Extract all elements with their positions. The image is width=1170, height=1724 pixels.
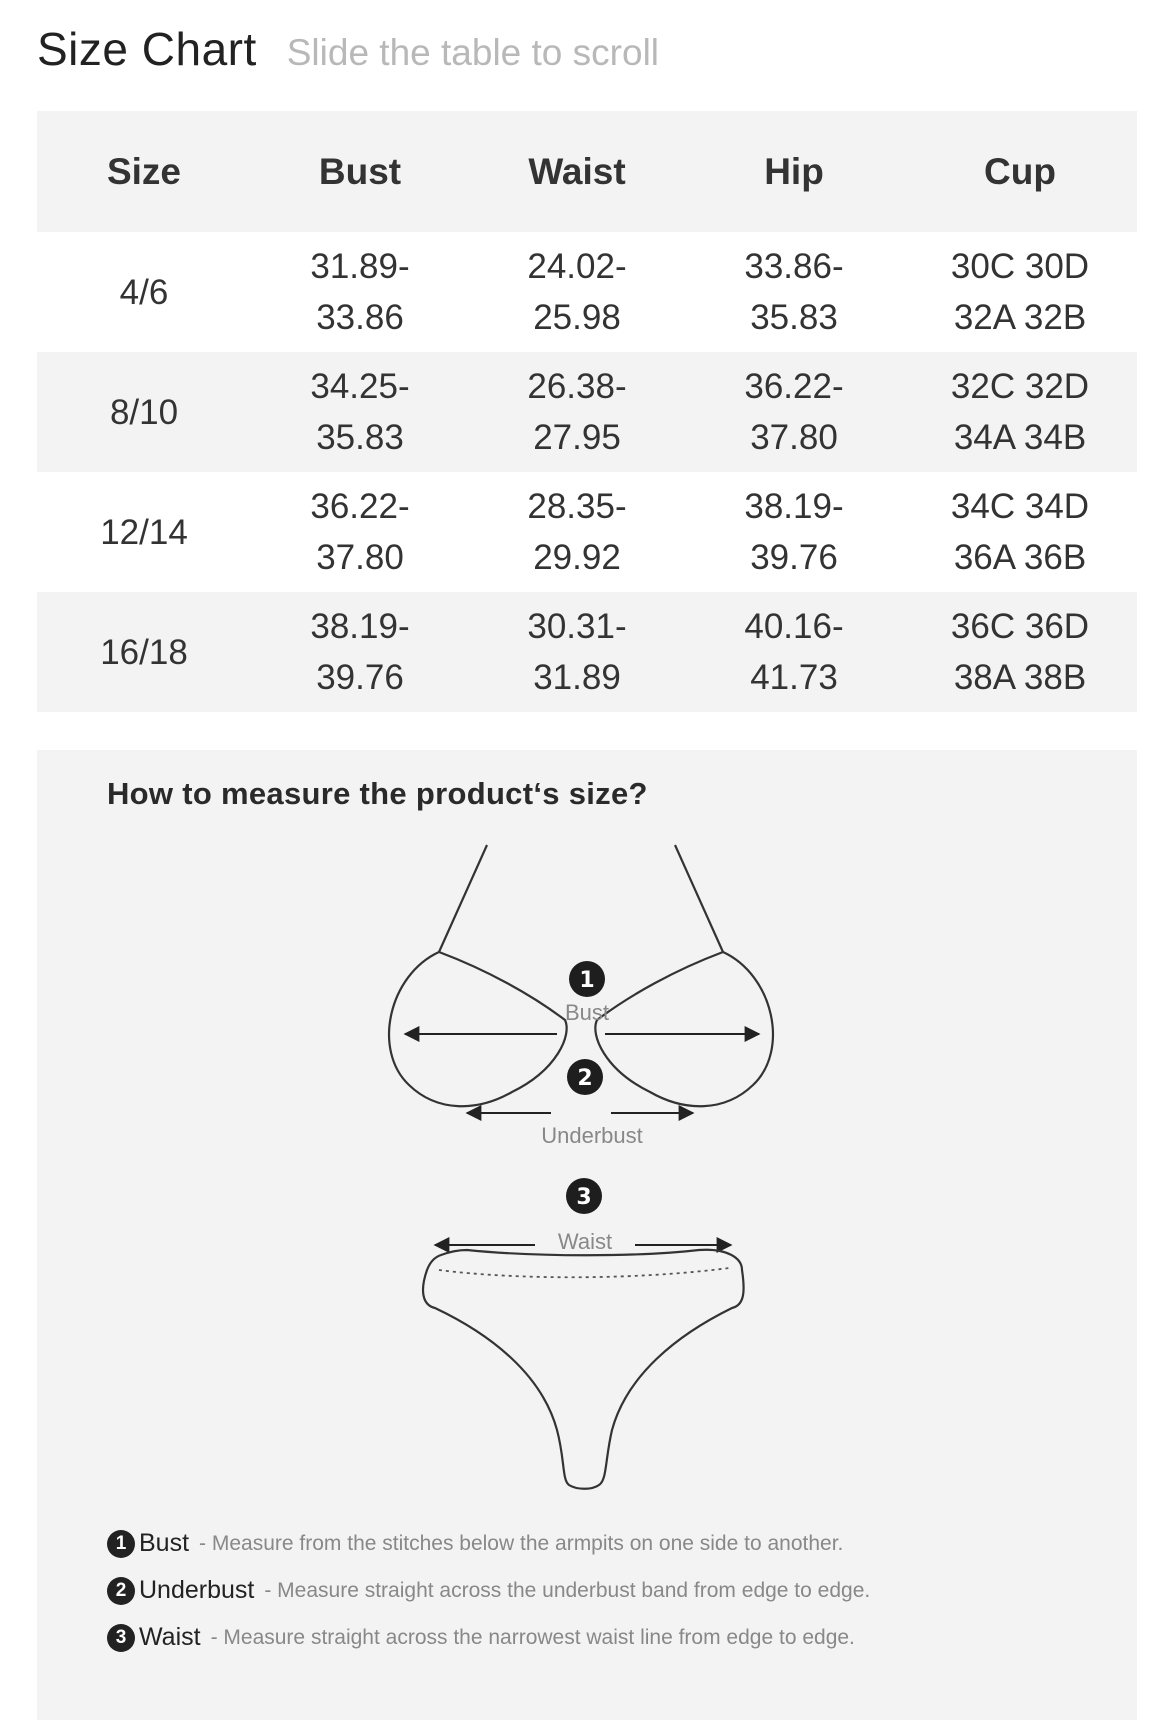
column-header-waist: Waist <box>528 150 626 192</box>
scroll-hint: Slide the table to scroll <box>286 32 660 73</box>
measure-guide-panel: How to measure the product‘s size? 1 <box>37 750 1137 1720</box>
legend-number-badge: 3 <box>107 1623 135 1652</box>
measure-legend: 1 Bust - Measure from the stitches below… <box>107 1520 870 1661</box>
right-cup <box>594 950 775 1108</box>
cell-line: 29.92 <box>533 538 621 577</box>
cell-size: 8/10 <box>109 392 179 432</box>
legend-name: Bust <box>139 1529 190 1557</box>
column-header-size: Size <box>106 150 182 192</box>
cell-line: 27.95 <box>533 418 621 457</box>
bust-label: Bust <box>565 1000 609 1025</box>
cell-line: 34C 34D <box>950 487 1090 526</box>
cell-line: 25.98 <box>533 298 621 337</box>
legend-item-waist: 3 Waist - Measure straight across the na… <box>107 1614 870 1661</box>
cell-line: 39.76 <box>750 538 838 577</box>
cell-line: 32A 32B <box>953 298 1087 337</box>
left-cup <box>387 950 568 1108</box>
cell-hip: 38.19- 39.76 <box>685 472 903 592</box>
measurement-diagram: 1 Bust 2 Underbust 3 Waist <box>387 844 775 1490</box>
cell-line: 33.86 <box>316 298 404 337</box>
size-table[interactable]: Size Bust Waist Hip Cup 4/6 31.89- 33.86 … <box>37 111 1137 712</box>
badge-1-label: 1 <box>579 968 594 993</box>
waistband-stitch <box>438 1267 730 1279</box>
cell-line: 34A 34B <box>953 418 1087 457</box>
legend-name: Waist <box>139 1623 201 1651</box>
cell-line: 37.80 <box>750 418 838 457</box>
legend-number-badge: 1 <box>107 1529 135 1558</box>
cell-line: 36A 36B <box>953 538 1087 577</box>
cell-line: 36.22- <box>310 487 410 526</box>
cell-line: 41.73 <box>750 658 838 697</box>
cell-cup: 30C 30D 32A 32B <box>903 232 1137 352</box>
cell-line: 32C 32D <box>950 367 1090 406</box>
cell-waist: 28.35- 29.92 <box>469 472 685 592</box>
cell-line: 26.38- <box>527 367 627 406</box>
badge-3-label: 3 <box>576 1185 591 1210</box>
legend-item-bust: 1 Bust - Measure from the stitches below… <box>107 1520 870 1567</box>
cell-cup: 34C 34D 36A 36B <box>903 472 1137 592</box>
cell-bust: 38.19- 39.76 <box>251 592 469 712</box>
cell-line: 31.89- <box>310 247 410 286</box>
measure-guide-title: How to measure the product‘s size? <box>107 776 648 811</box>
cell-hip: 40.16- 41.73 <box>685 592 903 712</box>
cell-line: 37.80 <box>316 538 404 577</box>
table-header-row: Size Bust Waist Hip Cup <box>37 111 1137 232</box>
underbust-label: Underbust <box>541 1123 643 1148</box>
right-strap <box>673 844 725 953</box>
legend-description: - Measure straight across the narrowest … <box>210 1625 855 1649</box>
cell-bust: 34.25- 35.83 <box>251 352 469 472</box>
cell-line: 39.76 <box>316 658 404 697</box>
bust-number-badge: 1 <box>569 961 605 997</box>
cell-waist: 24.02- 25.98 <box>469 232 685 352</box>
cell-hip: 33.86- 35.83 <box>685 232 903 352</box>
legend-description: - Measure straight across the underbust … <box>264 1578 871 1602</box>
page-title: Size Chart <box>37 23 257 75</box>
size-chart-header: Size Chart Slide the table to scroll <box>37 22 659 76</box>
cell-line: 38A 38B <box>953 658 1087 697</box>
cell-line: 31.89 <box>533 658 621 697</box>
column-header-bust: Bust <box>318 150 402 192</box>
cell-line: 28.35- <box>527 487 627 526</box>
cell-line: 24.02- <box>527 247 627 286</box>
cell-line: 35.83 <box>316 418 404 457</box>
legend-number-badge: 2 <box>107 1576 135 1605</box>
cell-line: 40.16- <box>744 607 844 646</box>
cell-line: 35.83 <box>750 298 838 337</box>
column-header-cup: Cup <box>984 150 1056 192</box>
table-row: 16/18 38.19- 39.76 30.31- 31.89 40.16- 41.7… <box>37 592 1137 712</box>
cell-bust: 36.22- 37.80 <box>251 472 469 592</box>
cell-line: 38.19- <box>744 487 844 526</box>
waist-number-badge: 3 <box>566 1178 602 1214</box>
bikini-bottom-illustration <box>421 1248 745 1490</box>
cell-line: 30C 30D <box>950 247 1090 286</box>
cell-size: 16/18 <box>100 632 188 672</box>
cell-line: 30.31- <box>527 607 627 646</box>
cell-line: 36C 36D <box>950 607 1090 646</box>
cell-size: 12/14 <box>100 512 188 552</box>
legend-description: - Measure from the stitches below the ar… <box>199 1531 844 1555</box>
table-row: 12/14 36.22- 37.80 28.35- 29.92 38.19- 39.7… <box>37 472 1137 592</box>
cell-hip: 36.22- 37.80 <box>685 352 903 472</box>
cell-cup: 32C 32D 34A 34B <box>903 352 1137 472</box>
cell-line: 34.25- <box>310 367 410 406</box>
cell-bust: 31.89- 33.86 <box>251 232 469 352</box>
column-header-hip: Hip <box>764 150 824 192</box>
cell-size: 4/6 <box>119 272 169 312</box>
waist-label: Waist <box>558 1229 612 1254</box>
bikini-top-illustration <box>387 844 775 1108</box>
cell-waist: 30.31- 31.89 <box>469 592 685 712</box>
left-strap <box>437 844 489 953</box>
underbust-number-badge: 2 <box>567 1059 603 1095</box>
cell-line: 33.86- <box>744 247 844 286</box>
table-row: 8/10 34.25- 35.83 26.38- 27.95 36.22- 37.80… <box>37 352 1137 472</box>
table-row: 4/6 31.89- 33.86 24.02- 25.98 33.86- 35.83 … <box>37 232 1137 352</box>
bottom-outline <box>421 1248 745 1490</box>
cell-line: 36.22- <box>744 367 844 406</box>
badge-2-label: 2 <box>577 1066 592 1091</box>
legend-name: Underbust <box>139 1576 255 1604</box>
cell-line: 38.19- <box>310 607 410 646</box>
legend-item-underbust: 2 Underbust - Measure straight across th… <box>107 1567 870 1614</box>
cell-cup: 36C 36D 38A 38B <box>903 592 1137 712</box>
cell-waist: 26.38- 27.95 <box>469 352 685 472</box>
